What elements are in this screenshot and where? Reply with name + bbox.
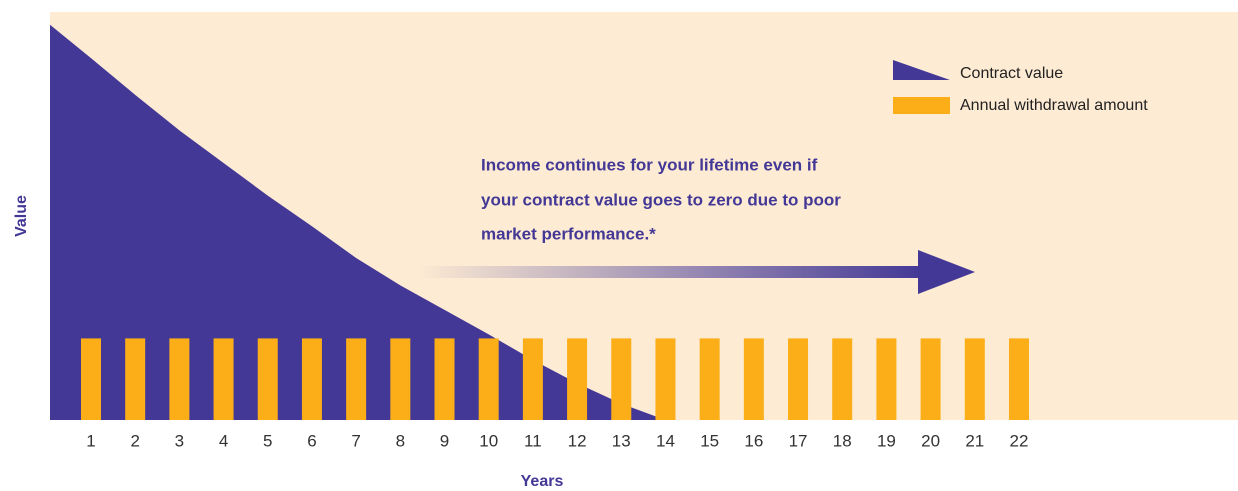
bar <box>80 338 101 420</box>
bar <box>1008 338 1029 420</box>
x-tick-label: 17 <box>789 431 808 450</box>
legend-label: Annual withdrawal amount <box>960 97 1148 114</box>
bar <box>788 338 809 420</box>
bar <box>213 338 234 420</box>
x-tick-label: 12 <box>568 431 587 450</box>
x-tick-label: 21 <box>965 431 984 450</box>
bar <box>699 338 720 420</box>
bar <box>125 338 146 420</box>
x-tick-label: 3 <box>175 431 184 450</box>
bar <box>964 338 985 420</box>
x-tick-label: 14 <box>656 431 675 450</box>
legend-swatch <box>893 97 950 114</box>
bar <box>301 338 322 420</box>
annotation: Income continues for your lifetime even … <box>481 155 818 174</box>
x-axis-title: Years <box>521 473 564 490</box>
x-tick-label: 4 <box>219 431 228 450</box>
bar <box>434 338 455 420</box>
bar <box>611 338 632 420</box>
x-tick-label: 9 <box>440 431 449 450</box>
legend-label: Contract value <box>960 65 1063 82</box>
bar <box>655 338 676 420</box>
x-tick-label: 10 <box>479 431 498 450</box>
x-tick-label: 7 <box>351 431 360 450</box>
bar <box>390 338 411 420</box>
bar <box>257 338 278 420</box>
y-axis-title: Value <box>13 195 30 237</box>
x-tick-label: 8 <box>396 431 405 450</box>
x-tick-label: 11 <box>524 431 542 450</box>
x-tick-label: 18 <box>833 431 852 450</box>
bar <box>346 338 367 420</box>
bar <box>876 338 897 420</box>
bar <box>743 338 764 420</box>
bar <box>567 338 588 420</box>
legend: Contract value Annual withdrawal amount <box>893 60 1148 114</box>
x-tick-label: 15 <box>700 431 719 450</box>
x-tick-label: 6 <box>307 431 316 450</box>
plot-area <box>50 24 1029 420</box>
x-tick-label: 13 <box>612 431 631 450</box>
x-tick-label: 20 <box>921 431 940 450</box>
bar <box>832 338 853 420</box>
bar <box>169 338 190 420</box>
annotation: market performance.* <box>481 224 656 243</box>
x-tick-label: 19 <box>877 431 896 450</box>
x-tick-label: 22 <box>1010 431 1029 450</box>
x-tick-label: 2 <box>130 431 139 450</box>
annotation: your contract value goes to zero due to … <box>481 190 841 209</box>
bar <box>920 338 941 420</box>
bar <box>478 338 499 420</box>
x-tick-label: 16 <box>744 431 763 450</box>
trend-arrow <box>418 250 975 294</box>
area <box>50 24 666 420</box>
bar <box>522 338 543 420</box>
legend-swatch <box>893 60 950 80</box>
x-tick-label: 1 <box>86 431 95 450</box>
x-tick-label: 5 <box>263 431 272 450</box>
